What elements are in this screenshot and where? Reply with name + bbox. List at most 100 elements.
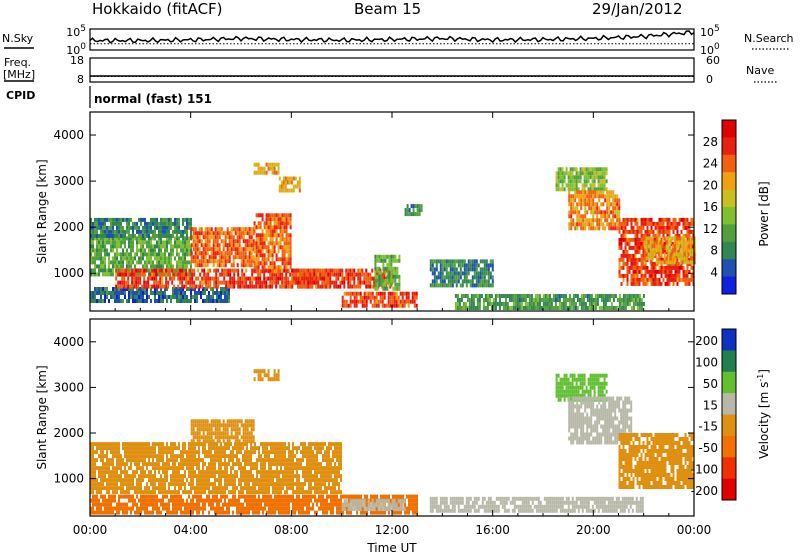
velocity-cells: [90, 369, 695, 515]
velocity-region: [341, 499, 406, 512]
noise-series-nsky: [89, 30, 695, 44]
velocity-ytick-label: 2000: [53, 426, 84, 440]
noise-left-tick: 100: [66, 42, 86, 57]
velocity-region: [618, 433, 695, 489]
power-cells: [90, 162, 696, 310]
freq-tick-top: 18: [70, 54, 84, 67]
power-colorbar-tick: 20: [703, 178, 718, 192]
velocity-colorbar-swatch: [722, 478, 736, 501]
power-region: [568, 190, 621, 231]
freq-label: Freq.: [4, 56, 31, 69]
velocity-ytick-label: 1000: [53, 472, 84, 486]
power-region: [429, 259, 494, 288]
power-ytick-label: 3000: [53, 174, 84, 188]
velocity-colorbar-swatch: [722, 329, 736, 351]
velocity-ytick-label: 3000: [53, 380, 84, 394]
velocity-colorbar-tick: -15: [698, 420, 718, 434]
power-panel: 1000 2000 3000 4000 Slant Range [km] 4 8 12 16 20…: [35, 111, 737, 312]
x-tick-label: 04:00: [173, 523, 208, 537]
cpid-value: normal (fast) 151: [94, 92, 212, 106]
velocity-colorbar-swatch: [722, 414, 736, 437]
x-tick-label: 00:00: [677, 523, 712, 537]
velocity-colorbar-tick: -100: [691, 462, 718, 476]
power-colorbar-swatch: [722, 154, 736, 173]
power-region: [253, 213, 292, 274]
velocity-colorbar-label: Velocity [m s-1]: [756, 369, 771, 459]
power-region: [278, 176, 301, 193]
velocity-colorbar-tick: -50: [698, 441, 718, 455]
x-tick-label: 16:00: [475, 523, 510, 537]
velocity-ytick-label: 4000: [53, 335, 84, 349]
velocity-colorbar-tick: 100: [695, 356, 718, 370]
date-title: 29/Jan/2012: [592, 0, 683, 18]
radar-title: Hokkaido (fitACF): [92, 0, 223, 18]
power-colorbar-tick: 28: [703, 135, 718, 149]
power-colorbar-swatch: [722, 259, 736, 278]
power-region: [90, 287, 230, 303]
nave-tick-top: 60: [706, 54, 720, 67]
velocity-region: [90, 442, 342, 495]
velocity-colorbar-swatch: [722, 393, 736, 415]
power-ylabel: Slant Range [km]: [35, 159, 49, 263]
freq-unit-label: [MHz]: [3, 68, 35, 81]
x-axis-label: Time UT: [366, 541, 417, 554]
power-colorbar-tick: 8: [710, 244, 718, 258]
power-colorbar-frame: [721, 119, 737, 295]
power-region: [90, 217, 192, 238]
noise-right-tick: 100: [700, 42, 720, 57]
power-region: [404, 204, 423, 217]
power-region: [253, 162, 280, 175]
power-colorbar-swatch: [722, 172, 736, 191]
velocity-region: [90, 494, 418, 515]
power-region: [374, 254, 401, 291]
noise-right-tick: 105: [700, 24, 720, 39]
freq-panel-frame: [89, 57, 695, 83]
power-colorbar-tick: 16: [703, 200, 718, 214]
power-colorbar-tick: 24: [703, 157, 718, 171]
x-tick-label: 20:00: [576, 523, 611, 537]
cpid-label: CPID: [6, 89, 35, 102]
velocity-region: [253, 369, 280, 382]
power-ytick-label: 4000: [53, 128, 84, 142]
nsky-label: N.Sky: [2, 32, 34, 45]
power-colorbar-swatch: [722, 137, 736, 156]
velocity-colorbar-tick: 15: [703, 398, 718, 412]
power-colorbar-swatch: [722, 224, 736, 243]
nave-label: Nave: [746, 64, 774, 77]
power-region: [341, 291, 418, 308]
velocity-colorbar-swatch: [722, 350, 736, 373]
power-region: [643, 236, 696, 265]
power-colorbar-swatch: [722, 189, 736, 208]
power-colorbar-tick: 12: [703, 222, 718, 236]
x-tick-label: 08:00: [274, 523, 309, 537]
velocity-ylabel: Slant Range [km]: [35, 365, 49, 469]
power-colorbar-swatch: [722, 207, 736, 225]
velocity-region: [429, 496, 644, 513]
power-region: [190, 227, 255, 268]
power-region: [618, 217, 695, 286]
velocity-colorbar-swatch: [722, 435, 736, 458]
velocity-colorbar-tick: -200: [691, 484, 718, 498]
nsearch-label: N.Search: [744, 32, 794, 45]
power-colorbar-tick: 4: [710, 265, 718, 279]
freq-tick-bottom: 8: [77, 73, 84, 86]
noise-left-tick: 105: [66, 24, 86, 39]
velocity-panel: 1000 2000 3000 4000 Slant Range [km] 200 100 50…: [35, 318, 737, 517]
velocity-colorbar-frame: [721, 328, 737, 501]
velocity-colorbar-swatch: [722, 371, 736, 394]
power-region: [454, 294, 645, 310]
velocity-colorbar-tick: 50: [703, 377, 718, 391]
x-tick-label: 00:00: [73, 523, 108, 537]
velocity-colorbar-swatch: [722, 457, 736, 480]
beam-title: Beam 15: [354, 0, 422, 18]
x-tick-label: 12:00: [375, 523, 410, 537]
power-colorbar-swatch: [722, 241, 736, 260]
power-colorbar-swatch: [722, 276, 736, 295]
power-colorbar-label: Power [dB]: [757, 181, 771, 246]
power-ytick-label: 2000: [53, 220, 84, 234]
power-colorbar-swatch: [722, 120, 736, 138]
nave-tick-bottom: 0: [706, 73, 713, 86]
power-ytick-label: 1000: [53, 266, 84, 280]
velocity-colorbar-tick: 200: [695, 334, 718, 348]
